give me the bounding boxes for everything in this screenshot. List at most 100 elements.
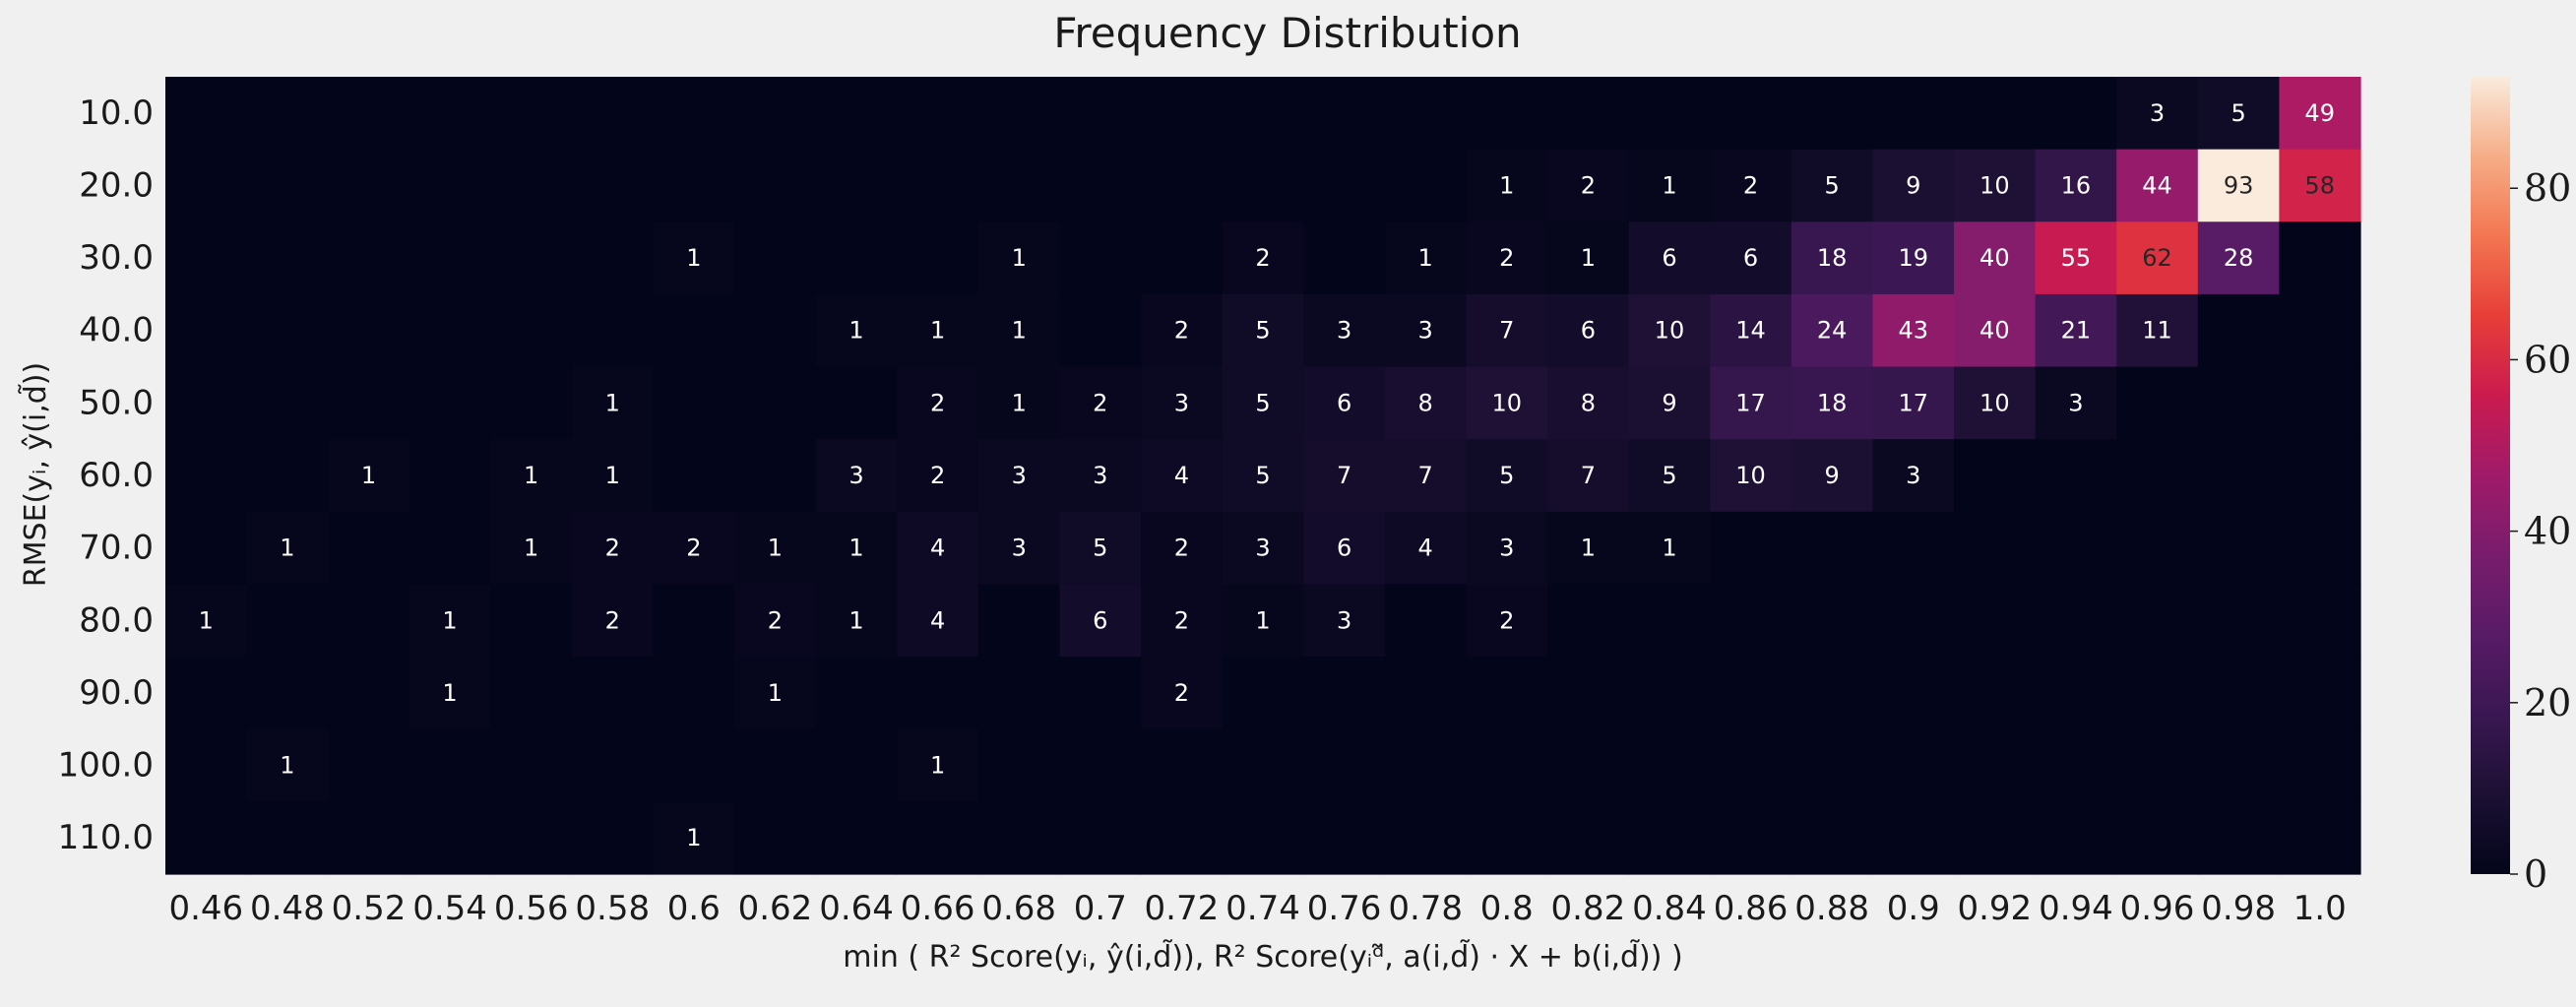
heatmap-cell [734,293,817,368]
heatmap-cell [1222,221,1304,295]
cell-value-label: 1 [848,606,863,634]
cell-value-label: 1 [280,752,294,780]
cell-value-label: 1 [524,462,538,489]
heatmap-cell [408,584,491,658]
heatmap-cell [490,439,573,513]
heatmap-cell [1466,366,1548,440]
heatmap-cell [2116,77,2199,151]
heatmap-cell [328,801,410,875]
heatmap-cell [1059,149,1142,222]
y-tick-label: 110.0 [58,818,154,857]
cell-value-label: 1 [686,244,701,272]
heatmap-cell [328,439,410,513]
heatmap-cell [1710,77,1792,151]
heatmap-cell [2197,439,2280,513]
heatmap-cell [2116,584,2199,658]
heatmap-cell [408,221,491,295]
heatmap-cell [1059,293,1142,368]
heatmap-cell [1059,728,1142,802]
heatmap-cell [2116,801,2199,875]
heatmap-cell [408,801,491,875]
cell-value-label: 6 [1743,244,1758,272]
heatmap-cell [1628,77,1711,151]
cell-value-label: 6 [1337,389,1351,416]
heatmap-cell [1547,801,1630,875]
heatmap-cell [165,149,248,222]
heatmap-cell [815,221,898,295]
heatmap-cell [2197,366,2280,440]
heatmap-cell [897,366,979,440]
heatmap-cell [246,293,329,368]
heatmap-cell [490,511,573,586]
heatmap-cell [408,149,491,222]
heatmap-cell [1872,221,1955,295]
heatmap-cell [734,584,817,658]
heatmap-cell [1466,439,1548,513]
heatmap-cell [1872,584,1955,658]
heatmap-cell [1791,221,1874,295]
heatmap-cell [1872,801,1955,875]
cell-value-label: 3 [1012,462,1027,489]
heatmap-cell [1466,149,1548,222]
heatmap-cell [2035,221,2117,295]
heatmap-cell [1791,657,1874,730]
heatmap-cell [1628,801,1711,875]
heatmap-cell [1059,511,1142,586]
heatmap-cell [1222,149,1304,222]
heatmap-cell [490,293,573,368]
cell-value-label: 2 [1093,389,1107,416]
heatmap-cell [734,221,817,295]
heatmap-cell [490,584,573,658]
heatmap-cell [1872,439,1955,513]
cell-labels: 3 5 491 2 1 2 5 9 10 16 44 93 581 1 2 1 2 1 6 6 18 19 40 55 62 28… [199,99,2335,851]
cell-value-label: 58 [2304,171,2335,199]
heatmap-cell [1547,366,1630,440]
heatmap-cell [246,149,329,222]
cell-value-label: 7 [1499,317,1514,345]
cell-value-label: 93 [2224,171,2254,199]
y-tick-label: 60.0 [79,456,154,495]
heatmap-cell [246,221,329,295]
heatmap-cell [246,366,329,440]
colorbar: 0 20 40 60 80 [2471,77,2571,896]
heatmap-cell [1628,149,1711,222]
heatmap-cell [653,366,735,440]
colorbar-tick-label: 60 [2524,338,2571,381]
cell-value-label: 1 [768,679,783,707]
heatmap-cell [653,221,735,295]
x-tick-label: 0.98 [2201,889,2276,928]
cell-value-label: 5 [1499,462,1514,489]
heatmap-cell [1141,657,1224,730]
heatmap-cell [734,77,817,151]
chart-title: Frequency Distribution [1053,9,1521,57]
heatmap-cell [1872,293,1955,368]
cell-value-label: 10 [1979,171,2010,199]
heatmap-cell [1466,221,1548,295]
cell-value-label: 1 [199,606,214,634]
heatmap-cell [897,293,979,368]
heatmap-cell [897,77,979,151]
heatmap-cell [1384,439,1468,513]
cell-value-label: 2 [1174,606,1189,634]
heatmap-cell [2035,801,2117,875]
heatmap-cell [328,221,410,295]
heatmap-cell [815,366,898,440]
cell-value-label: 6 [1581,317,1596,345]
heatmap-cell [1954,728,2037,802]
heatmap-cell [2035,584,2117,658]
heatmap-cell [408,366,491,440]
cell-value-label: 16 [2061,171,2092,199]
heatmap-cell [571,149,655,222]
heatmap-cell [408,293,491,368]
heatmap-cell [897,728,979,802]
heatmap-cell [408,77,491,151]
heatmap-cell [1059,439,1142,513]
heatmap-cell [328,366,410,440]
heatmap-cell [1384,221,1468,295]
cell-value-label: 1 [930,317,945,345]
cell-value-label: 55 [2061,244,2092,272]
heatmap-cell [653,584,735,658]
heatmap-cell [1628,439,1711,513]
heatmap-cell [1222,439,1304,513]
